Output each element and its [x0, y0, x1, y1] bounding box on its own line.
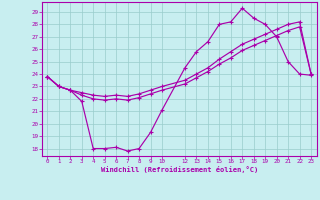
X-axis label: Windchill (Refroidissement éolien,°C): Windchill (Refroidissement éolien,°C)	[100, 166, 258, 173]
